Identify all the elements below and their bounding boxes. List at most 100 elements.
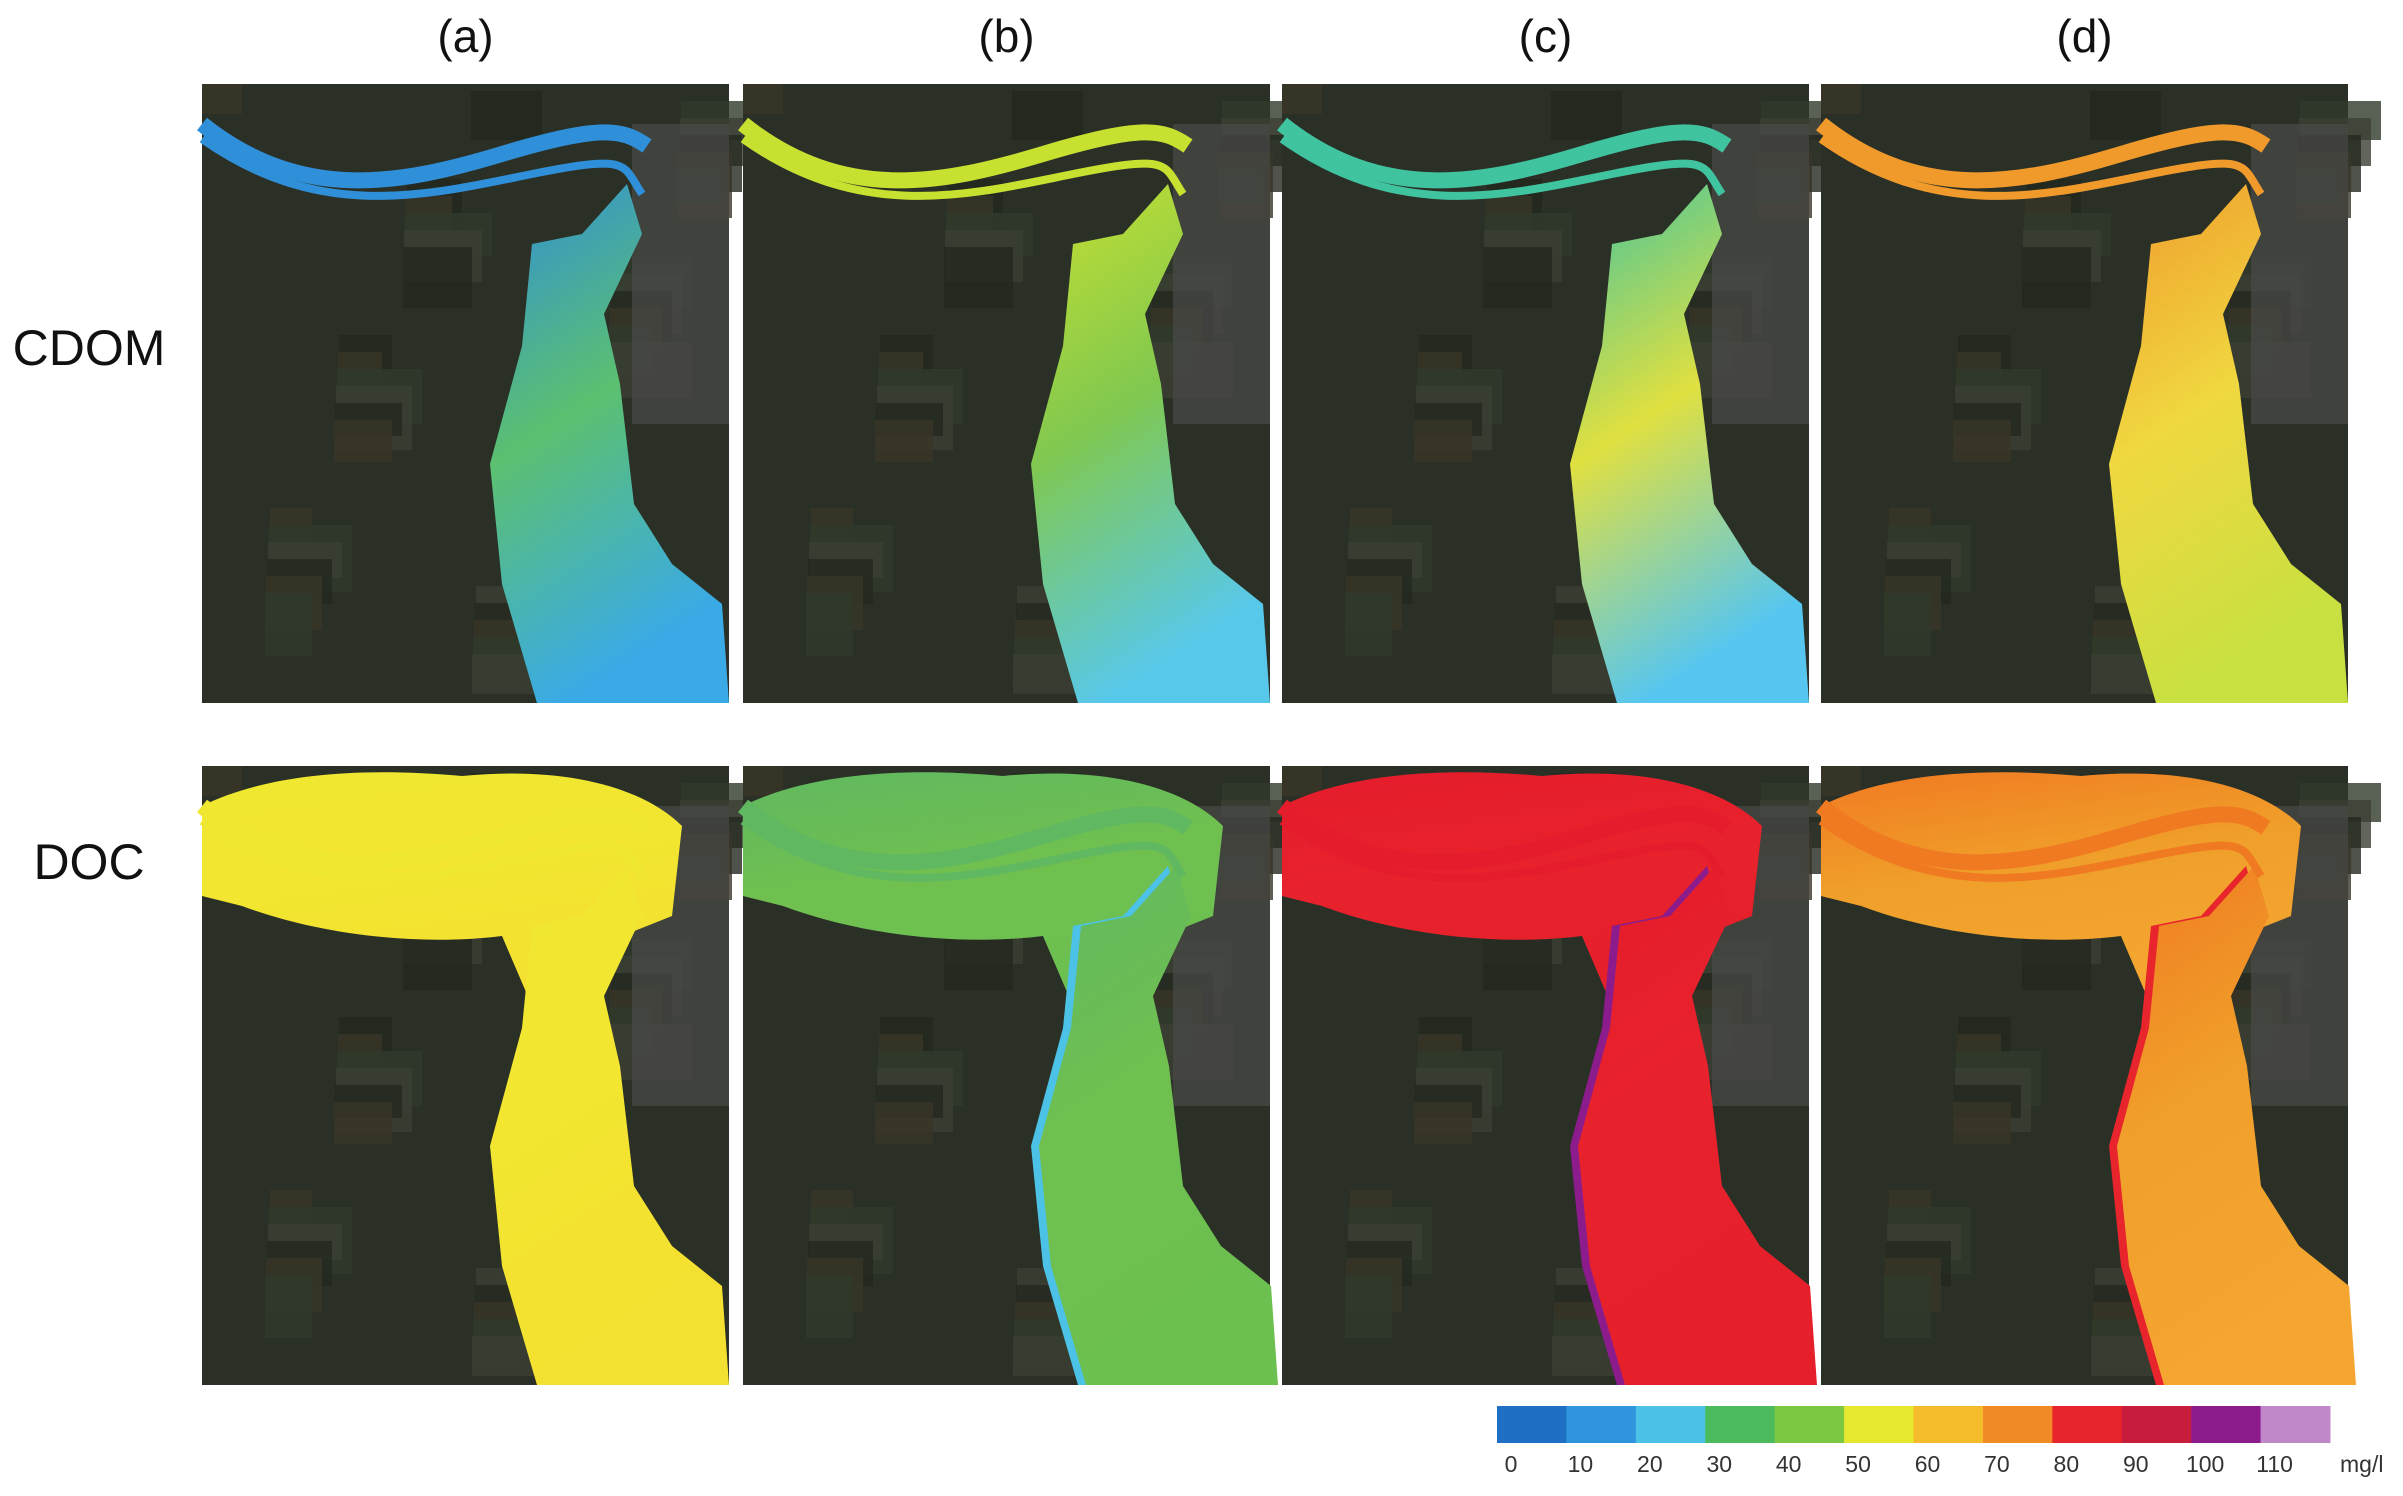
river-channel [1818,817,2265,882]
map-panel [738,766,1303,1385]
colorbar-unit: mg/l [2340,1451,2383,1477]
field-patch [1551,91,1622,140]
map-panel [1816,766,2381,1385]
river-channel [199,817,646,882]
field-patch [944,247,1013,308]
field-patch [334,1102,392,1144]
field-patch [743,766,783,796]
field-patch [1282,84,1322,114]
colorbar-tick-label: 80 [2054,1451,2080,1477]
field-patch [1414,420,1472,462]
water-body [1578,866,1817,1385]
colorbar-segment [1705,1406,1776,1443]
map-panel [738,84,1303,703]
urban-area [1712,124,1809,424]
field-patch [1414,1102,1472,1144]
river-channel [738,799,1193,871]
field-patch [1345,1275,1392,1338]
field-patch [2022,247,2091,308]
colorbar-tick-label: 110 [2256,1451,2293,1477]
water [738,772,1278,1385]
map-panel [197,84,762,703]
map-panel [1277,766,1842,1385]
colorbar-segment [2260,1406,2331,1443]
row-label: CDOM [13,320,166,376]
field-patch [1821,766,1861,796]
colorbar-segment [1497,1406,1567,1443]
urban-area [1173,124,1270,424]
colorbar-tick-label: 60 [1915,1451,1941,1477]
field-patch [265,1275,312,1338]
colorbar-tick-label: 50 [1845,1451,1871,1477]
river-channel [1816,117,2271,189]
colorbar-tick-label: 70 [1984,1451,2010,1477]
field-patch [1821,84,1861,114]
water [197,772,729,1385]
water-body [2109,184,2348,703]
field-patch [1483,247,1552,308]
field-patch [743,84,783,114]
field-patch [806,593,853,656]
field-patch [1884,1275,1931,1338]
water-body [1570,184,1809,703]
water-body [2117,866,2356,1385]
river-channel [1816,799,2271,871]
water [1277,772,1817,1385]
colorbar-segment [1982,1406,2053,1443]
river-channel [1279,135,1726,200]
colorbar-tick-label: 40 [1776,1451,1802,1477]
river-channel [1277,117,1732,189]
field-patch [202,766,242,796]
field-patch [265,593,312,656]
field-patch [1012,91,1083,140]
field-patch [1884,593,1931,656]
colorbar-segment [1774,1406,1845,1443]
water [1816,772,2356,1385]
colorbar-segment [2191,1406,2262,1443]
colorbar-segment [1913,1406,1984,1443]
water-body [1039,866,1278,1385]
colorbar-tick-label: 0 [1505,1451,1518,1477]
column-label: (c) [1519,10,1573,62]
river-channel [740,135,1187,200]
water [738,117,1270,703]
colorbar-segment [2052,1406,2123,1443]
water-body [490,184,729,703]
field-patch [2090,91,2161,140]
water [1277,117,1809,703]
water [1816,117,2348,703]
colorbar-segment [1566,1406,1637,1443]
colorbar-tick-label: 90 [2123,1451,2149,1477]
map-panel [1277,84,1842,703]
river-channel [1277,799,1732,871]
map-panel [1816,84,2381,703]
field-patch [1953,1102,2011,1144]
colorbar-segment [1635,1406,1706,1443]
river-channel [199,135,646,200]
water-body [490,866,729,1385]
field-patch [202,84,242,114]
river-channel [738,117,1193,189]
colorbar-tick-label: 10 [1568,1451,1594,1477]
river-channel [1818,135,2265,200]
field-patch [875,1102,933,1144]
urban-area [2251,124,2348,424]
water-body [1031,184,1270,703]
colorbar-tick-label: 30 [1706,1451,1732,1477]
field-patch [334,420,392,462]
column-label: (d) [2056,10,2112,62]
field-patch [1953,420,2011,462]
row-label: DOC [33,834,144,890]
map-panel [197,766,762,1385]
column-label: (b) [978,10,1034,62]
field-patch [1282,766,1322,796]
river-channel [197,799,652,871]
field-patch [403,247,472,308]
field-patch [875,420,933,462]
field-patch [1345,593,1392,656]
water [197,117,729,703]
colorbar-segment [1844,1406,1914,1443]
river-channel [740,817,1187,882]
